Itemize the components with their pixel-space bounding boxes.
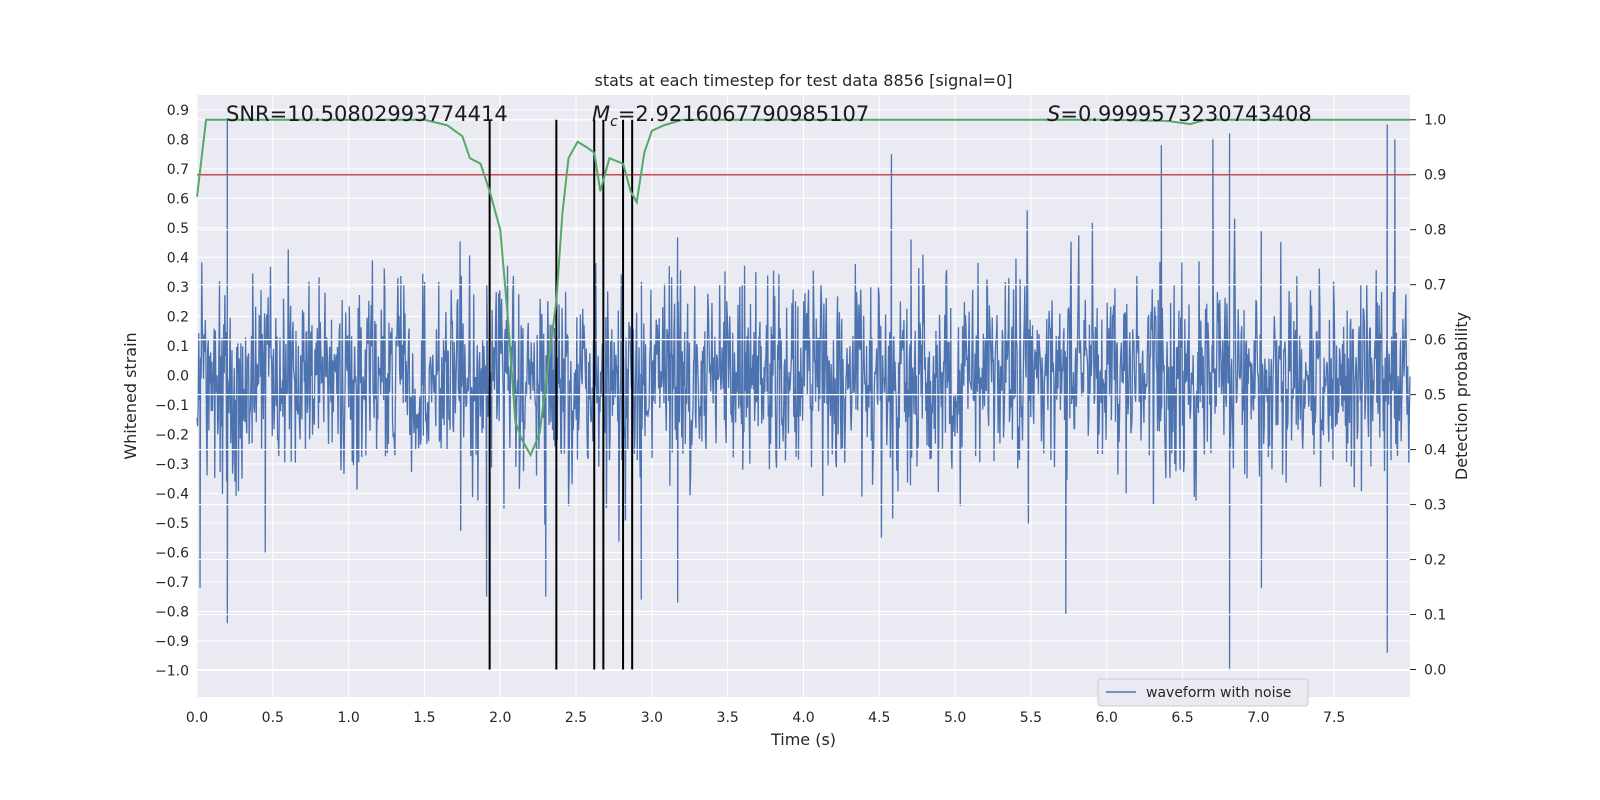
legend-box (1097, 678, 1309, 707)
x-ticks: 0.0 0.5 1.0 1.5 2.0 2.5 3.0 3.5 4.0 4.5 5.0 5.5 6.0 6… (186, 710, 1345, 726)
y-tick-label: −0.3 (155, 457, 189, 473)
x-tick-label: 6.0 (1096, 710, 1118, 726)
y-tick-label: 0.0 (167, 368, 189, 384)
y-tick-label: 0.5 (167, 221, 189, 237)
y-tick-label: 0.9 (167, 103, 189, 119)
legend-label: waveform with noise (1146, 685, 1291, 701)
y2-ticks: 1.0 0.9 0.8 0.7 0.6 0.5 0.4 0.3 0.2 0.1 0.0 (1410, 113, 1446, 679)
y-tick-label: 0.3 (167, 280, 189, 296)
chirp-mass-annotation: Mc=2.9216067790985107 (592, 102, 869, 130)
x-tick-label: 0.5 (262, 710, 284, 726)
y2-tick-label: 0.5 (1424, 388, 1446, 404)
chirp-mass-value: =2.9216067790985107 (618, 102, 869, 126)
y2-tick-label: 0.1 (1424, 608, 1446, 624)
x-tick-label: 3.5 (717, 710, 739, 726)
y2-tick-label: 1.0 (1424, 113, 1446, 129)
y2-tick-label: 0.7 (1424, 278, 1446, 294)
x-tick-label: 5.5 (1020, 710, 1042, 726)
y-axis-label: Whitened strain (121, 332, 140, 459)
y-ticks: 0.9 0.8 0.7 0.6 0.5 0.4 0.3 0.2 0.1 0.0 −0.1 −0.2 −0… (155, 103, 189, 680)
y-tick-label: −0.5 (155, 516, 189, 532)
chirp-mass-symbol: M (592, 102, 610, 126)
probability-line (196, 118, 1410, 458)
y2-tick-label: 0.4 (1424, 443, 1446, 459)
s-annotation: S=0.9999573230743408 (1047, 102, 1312, 126)
x-axis-label: Time (s) (770, 730, 836, 749)
y2-tick-label: 0.8 (1424, 223, 1446, 239)
x-tick-label: 7.0 (1247, 710, 1269, 726)
y2-tick-label: 0.0 (1424, 663, 1446, 679)
s-symbol: S (1047, 102, 1060, 126)
y-tick-label: 0.8 (167, 132, 189, 148)
y-tick-label: −0.8 (155, 604, 189, 620)
chart-title: stats at each timestep for test data 885… (594, 71, 1012, 90)
snr-annotation: SNR=10.50802993774414 (226, 102, 508, 126)
chirp-mass-subscript: c (610, 114, 618, 130)
x-tick-label: 1.0 (337, 710, 359, 726)
x-tick-label: 2.0 (489, 710, 511, 726)
legend: waveform with noise (1097, 678, 1309, 707)
x-tick-label: 6.5 (1171, 710, 1193, 726)
y2-tick-label: 0.2 (1424, 553, 1446, 569)
y-tick-label: 0.4 (167, 250, 189, 266)
x-tick-label: 2.5 (565, 710, 587, 726)
y-tick-label: 0.6 (167, 191, 189, 207)
x-tick-label: 5.0 (944, 710, 966, 726)
s-value: =0.9999573230743408 (1060, 102, 1311, 126)
y-tick-label: −0.6 (155, 545, 189, 561)
y2-tick-label: 0.6 (1424, 333, 1446, 349)
x-tick-label: 3.0 (641, 710, 663, 726)
y2-axis-label: Detection probability (1452, 312, 1471, 480)
x-tick-label: 4.0 (792, 710, 814, 726)
y-tick-label: −0.4 (155, 486, 189, 502)
waveform-line (196, 118, 1411, 671)
x-tick-label: 0.0 (186, 710, 208, 726)
event-markers (488, 119, 634, 670)
x-tick-label: 1.5 (413, 710, 435, 726)
y-tick-label: 0.7 (167, 162, 189, 178)
x-tick-label: 7.5 (1323, 710, 1345, 726)
y-tick-label: −1.0 (155, 663, 189, 679)
y2-tick-label: 0.9 (1424, 168, 1446, 184)
y-tick-label: −0.9 (155, 634, 189, 650)
x-tick-label: 4.5 (868, 710, 890, 726)
y-tick-label: −0.1 (155, 398, 189, 414)
waveform-series (196, 118, 1411, 671)
y-tick-label: 0.2 (167, 309, 189, 325)
y-tick-label: −0.2 (155, 427, 189, 443)
probability-series (196, 118, 1410, 458)
y2-tick-label: 0.3 (1424, 498, 1446, 514)
y-tick-label: −0.7 (155, 575, 189, 591)
y-tick-label: 0.1 (167, 339, 189, 355)
